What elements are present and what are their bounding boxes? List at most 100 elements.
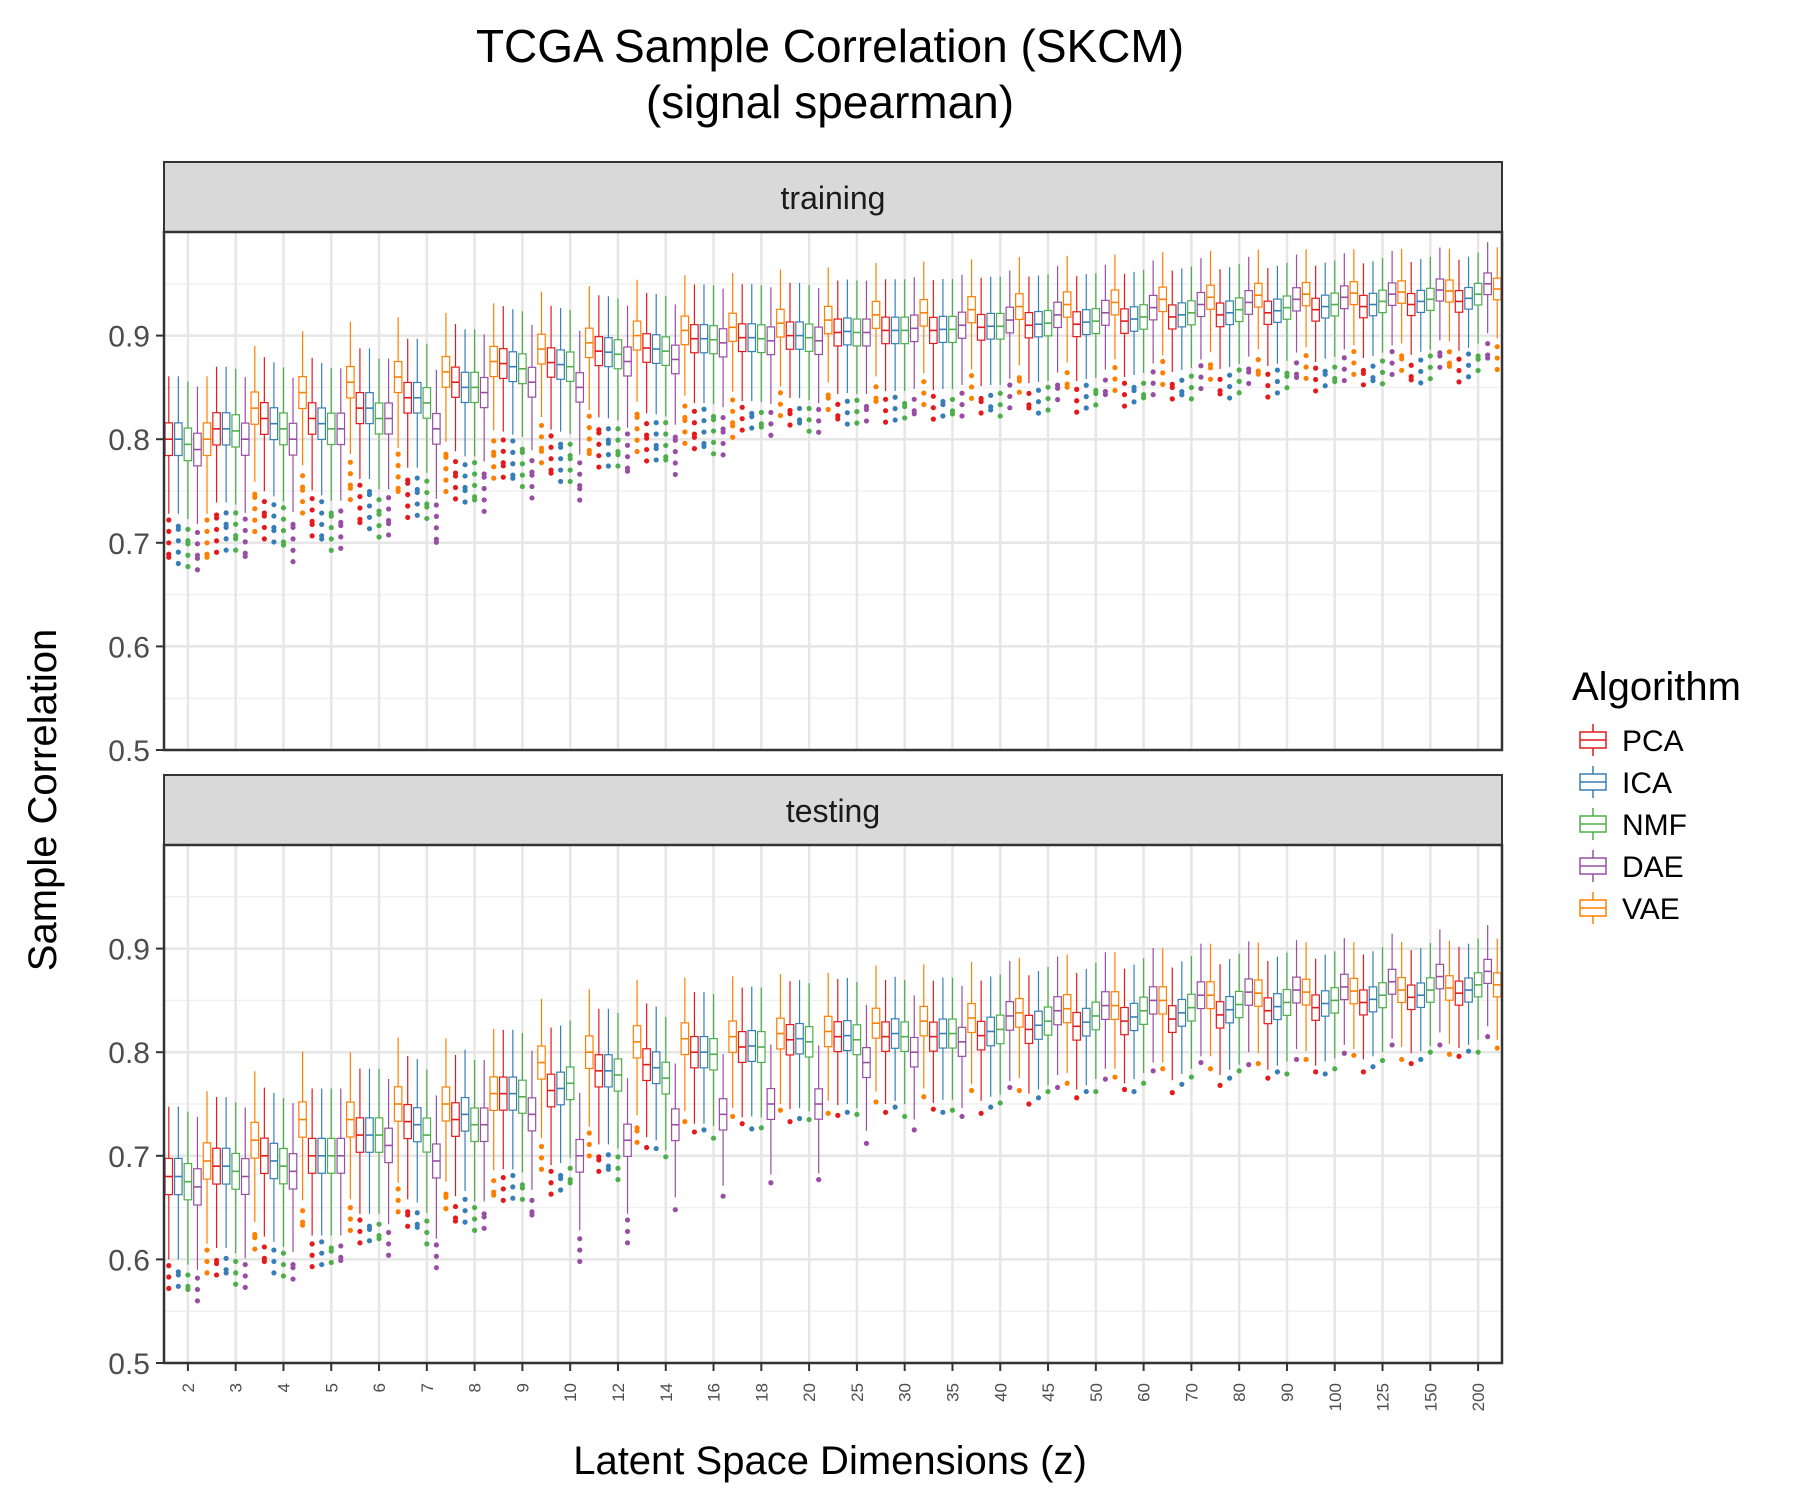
- outlier-point: [338, 1257, 344, 1264]
- box-pca-14: [642, 1003, 651, 1151]
- box-dae-14: [670, 304, 680, 478]
- box-pca-5: [307, 357, 317, 539]
- outlier-point: [252, 494, 258, 500]
- outlier-point: [1074, 409, 1080, 415]
- outlier-point: [1179, 1081, 1185, 1087]
- box-ica-20: [795, 282, 804, 426]
- outlier-point: [624, 442, 631, 448]
- outlier-point: [1007, 382, 1013, 388]
- outlier-point: [796, 420, 803, 426]
- box-dae-4: [288, 377, 298, 565]
- outlier-point: [414, 475, 420, 481]
- outlier-point: [223, 510, 229, 516]
- outlier-point: [328, 524, 334, 531]
- outlier-point: [252, 1246, 258, 1252]
- outlier-point: [357, 1228, 363, 1235]
- outlier-point: [1121, 392, 1128, 398]
- outlier-point: [309, 533, 315, 539]
- box-nmf-3: [231, 1102, 241, 1287]
- box-vae-70: [1206, 250, 1215, 382]
- outlier-point: [624, 1228, 631, 1235]
- outlier-point: [433, 1242, 439, 1248]
- outlier-point: [777, 401, 784, 407]
- outlier-point: [577, 1236, 583, 1242]
- box-ica-16: [699, 991, 709, 1133]
- outlier-point: [1418, 380, 1424, 386]
- outlier-point: [1379, 358, 1386, 364]
- outlier-point: [1054, 397, 1061, 403]
- outlier-point: [902, 403, 908, 410]
- outlier-point: [338, 545, 344, 551]
- x-tick-label: 9: [513, 1383, 532, 1392]
- box-ica-20: [795, 980, 804, 1122]
- outlier-point: [710, 428, 717, 434]
- outlier-point: [194, 1286, 201, 1293]
- outlier-point: [710, 439, 717, 446]
- box-dae-16: [718, 1054, 728, 1199]
- outlier-point: [472, 1216, 478, 1222]
- y-tick-label: 0.5: [108, 735, 150, 768]
- box-dae-7: [432, 369, 441, 545]
- outlier-point: [615, 426, 621, 432]
- outlier-point: [1322, 371, 1328, 377]
- box-pca-45: [1024, 276, 1034, 411]
- outlier-point: [911, 396, 917, 402]
- box-vae-16: [728, 273, 737, 440]
- outlier-point: [835, 401, 841, 407]
- outlier-point: [1112, 376, 1118, 382]
- outlier-point: [882, 396, 889, 402]
- box-ica-12: [604, 296, 613, 469]
- facet-strip: [163, 774, 1503, 846]
- outlier-point: [271, 1270, 277, 1276]
- outlier-point: [166, 1263, 172, 1269]
- outlier-point: [682, 429, 688, 435]
- outlier-point: [825, 1110, 831, 1116]
- outlier-point: [1322, 1071, 1328, 1077]
- outlier-point: [1485, 340, 1491, 347]
- outlier-point: [424, 1229, 430, 1236]
- outlier-point: [366, 526, 373, 532]
- outlier-point: [758, 1125, 764, 1131]
- box-pca-100: [1311, 958, 1320, 1075]
- x-tick-label: 7: [418, 1383, 437, 1392]
- outlier-point: [1150, 392, 1156, 398]
- box-ica-16: [699, 284, 709, 450]
- outlier-point: [892, 406, 898, 412]
- outlier-point: [758, 424, 764, 430]
- outlier-point: [1494, 355, 1500, 361]
- box-nmf-200: [1473, 252, 1483, 374]
- outlier-point: [672, 471, 678, 478]
- box-vae-45: [1062, 255, 1072, 390]
- outlier-point: [1284, 1071, 1290, 1077]
- outlier-point: [567, 441, 573, 447]
- box-vae-3: [250, 1071, 260, 1252]
- outlier-point: [1293, 1056, 1300, 1063]
- outlier-point: [529, 1212, 535, 1218]
- outlier-point: [911, 1127, 917, 1133]
- outlier-point: [605, 452, 612, 458]
- box-pca-60: [1120, 273, 1129, 409]
- box-dae-150: [1435, 247, 1445, 370]
- box-vae-45: [1062, 954, 1072, 1086]
- outlier-point: [328, 513, 334, 519]
- box-pca-10: [546, 1027, 556, 1197]
- box-ica-30: [890, 279, 900, 423]
- outlier-point: [1389, 1042, 1395, 1048]
- outlier-point: [739, 427, 745, 433]
- outlier-point: [1284, 373, 1290, 379]
- outlier-point: [280, 542, 287, 548]
- box-dae-35: [957, 985, 967, 1120]
- box-pca-4: [260, 357, 269, 542]
- box-nmf-80: [1234, 953, 1244, 1074]
- outlier-point: [357, 505, 363, 511]
- outlier-point: [194, 567, 201, 573]
- x-tick-label: 30: [896, 1383, 915, 1402]
- outlier-point: [959, 390, 965, 396]
- legend-item-dae: DAE: [1579, 850, 1684, 884]
- outlier-point: [749, 425, 755, 431]
- outlier-point: [1026, 1101, 1032, 1107]
- outlier-point: [1035, 399, 1042, 405]
- box-ica-40: [986, 276, 996, 413]
- outlier-point: [376, 1236, 382, 1242]
- outlier-point: [644, 421, 650, 427]
